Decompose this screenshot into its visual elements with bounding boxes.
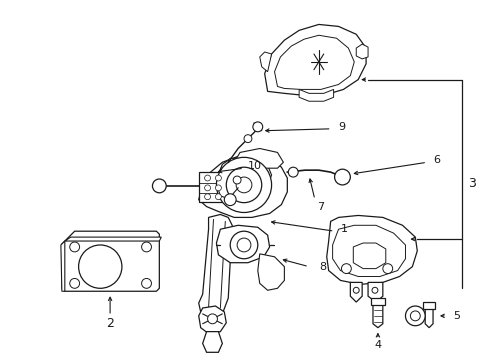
Polygon shape <box>198 156 287 217</box>
Text: 3: 3 <box>468 177 475 190</box>
Polygon shape <box>216 225 269 263</box>
Text: 2: 2 <box>106 317 114 330</box>
Text: 7: 7 <box>316 202 324 212</box>
Circle shape <box>207 314 217 324</box>
Text: 10: 10 <box>247 161 262 171</box>
Circle shape <box>224 194 236 206</box>
Circle shape <box>237 238 250 252</box>
Circle shape <box>70 242 80 252</box>
Polygon shape <box>332 225 405 276</box>
Circle shape <box>341 264 350 274</box>
Bar <box>370 298 384 305</box>
Circle shape <box>204 185 210 191</box>
Polygon shape <box>230 175 244 200</box>
Circle shape <box>226 167 261 203</box>
Polygon shape <box>259 52 271 72</box>
Circle shape <box>405 306 424 326</box>
Text: 8: 8 <box>318 262 325 272</box>
Text: 5: 5 <box>452 311 459 321</box>
Polygon shape <box>65 237 161 241</box>
Circle shape <box>382 264 392 274</box>
Polygon shape <box>274 35 353 89</box>
Polygon shape <box>326 215 416 284</box>
Circle shape <box>152 179 166 193</box>
Circle shape <box>215 185 221 191</box>
Polygon shape <box>424 308 432 328</box>
Circle shape <box>215 194 221 200</box>
Text: 1: 1 <box>340 224 347 234</box>
Polygon shape <box>202 332 222 352</box>
Text: 9: 9 <box>338 122 345 132</box>
Circle shape <box>142 278 151 288</box>
Circle shape <box>233 176 241 184</box>
Circle shape <box>215 175 221 181</box>
Circle shape <box>371 287 377 293</box>
Circle shape <box>79 245 122 288</box>
Bar <box>422 302 434 309</box>
Circle shape <box>352 287 359 293</box>
Polygon shape <box>198 215 232 320</box>
Circle shape <box>230 231 257 259</box>
Circle shape <box>288 167 298 177</box>
Polygon shape <box>367 282 382 302</box>
Polygon shape <box>220 160 236 176</box>
Polygon shape <box>372 304 382 328</box>
Text: 4: 4 <box>374 341 381 350</box>
Polygon shape <box>356 44 367 59</box>
Circle shape <box>252 122 262 132</box>
Circle shape <box>204 194 210 200</box>
Circle shape <box>236 177 251 193</box>
Polygon shape <box>299 89 333 101</box>
Polygon shape <box>352 243 385 269</box>
Circle shape <box>409 311 419 321</box>
Polygon shape <box>198 306 226 334</box>
Polygon shape <box>234 148 283 168</box>
Polygon shape <box>257 254 284 290</box>
Text: 6: 6 <box>432 155 439 165</box>
Polygon shape <box>349 282 362 302</box>
Circle shape <box>70 278 80 288</box>
Polygon shape <box>198 172 230 202</box>
Circle shape <box>142 242 151 252</box>
Circle shape <box>204 175 210 181</box>
Polygon shape <box>62 231 159 291</box>
Polygon shape <box>264 24 366 95</box>
Polygon shape <box>218 158 271 190</box>
Polygon shape <box>61 241 65 291</box>
Circle shape <box>216 157 271 212</box>
Circle shape <box>244 135 251 143</box>
Circle shape <box>334 169 349 185</box>
